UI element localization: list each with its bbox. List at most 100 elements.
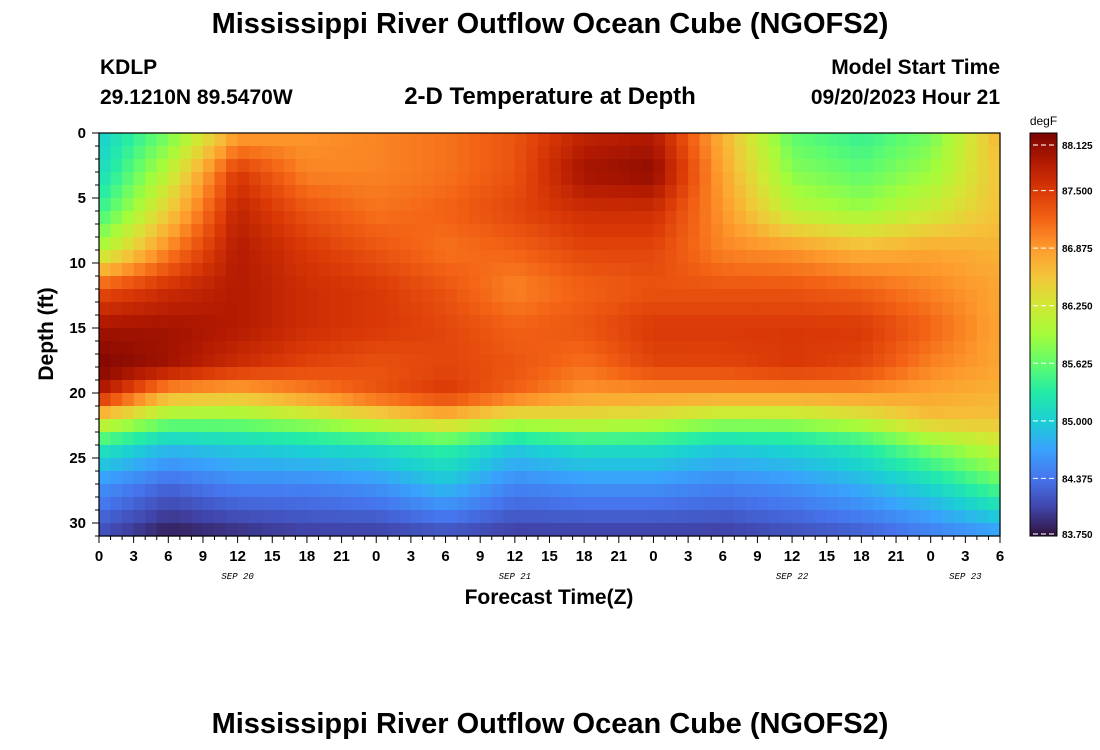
heatmap-cell (699, 458, 712, 472)
heatmap-cell (803, 198, 816, 212)
heatmap-cell (896, 380, 909, 394)
heatmap-cell (618, 380, 631, 394)
heatmap-cell (607, 172, 620, 186)
heatmap-cell (618, 432, 631, 446)
heatmap-cell (191, 263, 204, 277)
heatmap-cell (457, 289, 470, 303)
heatmap-cell (353, 484, 366, 498)
heatmap-cell (318, 523, 331, 537)
heatmap-cell (884, 393, 897, 407)
heatmap-cell (803, 393, 816, 407)
heatmap-cell (838, 393, 851, 407)
heatmap-cell (306, 367, 320, 381)
heatmap-cell (815, 471, 828, 485)
heatmap-cell (445, 159, 458, 173)
heatmap-cell (364, 432, 377, 446)
heatmap-cell (156, 263, 169, 277)
heatmap-cell (561, 315, 574, 329)
heatmap-cell (191, 406, 204, 420)
heatmap-cell (122, 276, 135, 290)
heatmap-cell (572, 302, 585, 316)
heatmap-cell (734, 302, 747, 316)
heatmap-cell (341, 406, 354, 420)
heatmap-cell (364, 393, 377, 407)
heatmap-cell (168, 497, 181, 511)
heatmap-cell (942, 159, 955, 173)
heatmap-cell (549, 211, 562, 225)
heatmap-cell (688, 198, 701, 212)
heatmap-cell (780, 289, 793, 303)
heatmap-cell (953, 445, 966, 459)
heatmap-cell (133, 172, 146, 186)
heatmap-cell (907, 302, 920, 316)
heatmap-cell (780, 393, 793, 407)
heatmap-cell (768, 185, 782, 199)
heatmap-cell (988, 159, 1001, 173)
heatmap-cell (433, 263, 447, 277)
heatmap-cell (711, 367, 724, 381)
model-start-label: Model Start Time (831, 56, 1000, 79)
heatmap-cell (942, 471, 955, 485)
heatmap-cell (953, 341, 966, 355)
heatmap-cell (387, 458, 400, 472)
heatmap-cell (191, 341, 204, 355)
heatmap-cell (607, 458, 620, 472)
heatmap-cell (168, 458, 181, 472)
heatmap-cell (653, 211, 666, 225)
heatmap-cell (168, 406, 181, 420)
x-tick-label: 18 (299, 548, 316, 565)
heatmap-cell (410, 328, 424, 342)
heatmap-cell (561, 484, 574, 498)
heatmap-cell (676, 185, 689, 199)
heatmap-cell (618, 146, 631, 160)
heatmap-cell (457, 146, 470, 160)
heatmap-cell (896, 445, 909, 459)
heatmap-cell (884, 510, 897, 524)
heatmap-cell (953, 159, 966, 173)
heatmap-cell (838, 484, 851, 498)
heatmap-cell (457, 198, 470, 212)
heatmap-cell (179, 471, 193, 485)
heatmap-cell (445, 406, 458, 420)
heatmap-cell (595, 510, 608, 524)
heatmap-cell (364, 198, 377, 212)
heatmap-cell (849, 146, 862, 160)
heatmap-cell (480, 211, 493, 225)
heatmap-cell (491, 315, 504, 329)
heatmap-cell (353, 523, 366, 537)
heatmap-cell (237, 133, 250, 147)
heatmap-cell (711, 185, 724, 199)
heatmap-cell (364, 341, 377, 355)
heatmap-cell (734, 393, 747, 407)
heatmap-cell (665, 432, 678, 446)
heatmap-cell (584, 484, 597, 498)
heatmap-cell (480, 497, 493, 511)
heatmap-cell (503, 393, 516, 407)
heatmap-cell (272, 341, 285, 355)
heatmap-cell (399, 315, 412, 329)
heatmap-cell (734, 315, 747, 329)
heatmap-cell (549, 146, 562, 160)
heatmap-cell (191, 133, 204, 147)
heatmap-cell (399, 432, 412, 446)
heatmap-cell (965, 341, 978, 355)
heatmap-cell (422, 523, 435, 537)
heatmap-cell (630, 380, 643, 394)
heatmap-cell (318, 380, 331, 394)
heatmap-cell (110, 393, 123, 407)
heatmap-cell (168, 185, 181, 199)
heatmap-cell (584, 341, 597, 355)
heatmap-cell (399, 185, 412, 199)
heatmap-cell (191, 250, 204, 264)
heatmap-cell (491, 250, 504, 264)
heatmap-cell (722, 497, 735, 511)
heatmap-cell (318, 224, 331, 238)
heatmap-cell (976, 276, 990, 290)
heatmap-cell (884, 432, 897, 446)
heatmap-cell (907, 445, 920, 459)
heatmap-cell (815, 172, 828, 186)
heatmap-cell (214, 419, 227, 433)
heatmap-cell (630, 471, 643, 485)
heatmap-cell (734, 211, 747, 225)
heatmap-cell (433, 211, 447, 225)
